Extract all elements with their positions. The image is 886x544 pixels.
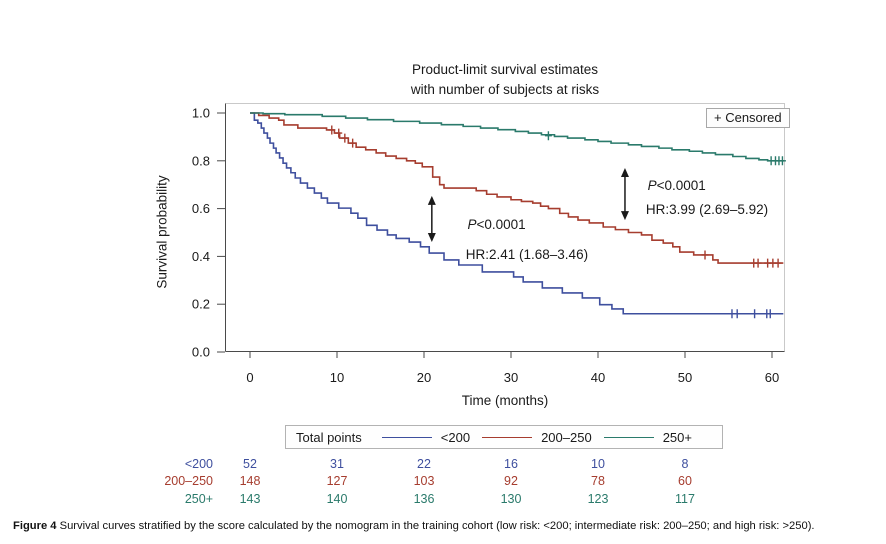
legend-entry-label: 250+ bbox=[662, 429, 692, 445]
legend-entry-200to250: 200–250 bbox=[482, 430, 592, 445]
censor-mark-200to250 bbox=[774, 258, 782, 268]
risk-count: 60 bbox=[678, 474, 692, 489]
x-tick-label: 40 bbox=[591, 370, 605, 385]
censor-mark-lt200 bbox=[766, 309, 774, 319]
risk-count: 8 bbox=[681, 457, 689, 471]
risk-count: 10 bbox=[591, 457, 605, 471]
risk-count: 127 bbox=[326, 474, 348, 489]
x-axis-label: Time (months) bbox=[461, 393, 549, 408]
caption-label: Figure 4 bbox=[13, 520, 57, 532]
legend-entry-lt200: <200 bbox=[381, 429, 471, 445]
censor-mark-200to250 bbox=[701, 250, 709, 260]
annotation-text: HR:3.99 (2.69–5.92) bbox=[646, 202, 768, 217]
censor-mark-gt250 bbox=[544, 131, 552, 141]
censored-legend: + Censored bbox=[706, 108, 790, 128]
survival-curve-gt250 bbox=[250, 112, 785, 162]
risk-count: 117 bbox=[675, 491, 695, 506]
legend-entry-label: <200 bbox=[440, 429, 471, 445]
plot-axes bbox=[225, 103, 785, 352]
total-points-legend: Total points <200 200–250 250+ bbox=[285, 425, 723, 449]
annotation-text: HR:2.41 (1.68–3.46) bbox=[466, 247, 588, 262]
risk-count: 52 bbox=[243, 457, 257, 471]
censor-mark-200to250 bbox=[335, 128, 343, 138]
legend-line-swatch bbox=[482, 436, 533, 438]
chart-title: Product-limit survival estimates with nu… bbox=[225, 60, 785, 100]
chart-title-line1: Product-limit survival estimates bbox=[411, 62, 599, 77]
censor-mark-lt200 bbox=[751, 309, 759, 319]
y-tick-label: 0.6 bbox=[192, 201, 210, 216]
risk-count: 136 bbox=[413, 491, 435, 506]
annotation-text: P<0.0001 bbox=[648, 178, 706, 193]
risk-count: 143 bbox=[239, 491, 261, 506]
risk-count: 103 bbox=[413, 474, 435, 489]
censor-mark-200to250 bbox=[328, 125, 336, 135]
legend-title: Total points bbox=[296, 429, 362, 445]
legend-line-swatch bbox=[603, 436, 654, 438]
risk-count: 92 bbox=[504, 474, 518, 489]
y-tick-label: 0.4 bbox=[192, 249, 210, 264]
risk-count: 123 bbox=[587, 491, 609, 506]
legend-line-swatch bbox=[381, 436, 432, 438]
risk-count: 130 bbox=[500, 491, 522, 506]
risk-row-label: 250+ bbox=[184, 491, 213, 506]
legend-entries: <200 200–250 250+ bbox=[381, 429, 704, 445]
risk-row-label: 200–250 bbox=[164, 474, 213, 489]
x-tick-label: 20 bbox=[417, 370, 431, 385]
risk-count: 148 bbox=[239, 474, 261, 489]
x-tick-label: 60 bbox=[765, 370, 779, 385]
y-tick-label: 0.2 bbox=[192, 297, 210, 312]
x-tick-label: 0 bbox=[246, 370, 253, 385]
plot-frame bbox=[225, 103, 785, 352]
risk-count: 22 bbox=[417, 457, 431, 471]
risk-count: 140 bbox=[326, 491, 348, 506]
risk-count: 16 bbox=[504, 457, 518, 471]
y-tick-label: 0.0 bbox=[192, 345, 210, 360]
risk-count: 31 bbox=[330, 457, 344, 471]
censor-mark-lt200 bbox=[733, 309, 741, 319]
censor-mark-200to250 bbox=[349, 138, 357, 148]
arrow-head-up bbox=[620, 167, 629, 177]
y-tick-label: 1.0 bbox=[192, 106, 210, 121]
annotation-text: P<0.0001 bbox=[468, 217, 526, 232]
y-axis-label: Survival probability bbox=[154, 175, 170, 289]
x-tick-label: 50 bbox=[678, 370, 692, 385]
caption-text: Survival curves stratified by the score … bbox=[56, 520, 815, 532]
censor-mark-gt250 bbox=[778, 156, 786, 166]
legend-entry-gt250: 250+ bbox=[603, 429, 692, 445]
survival-curve-lt200 bbox=[250, 112, 784, 315]
figure-caption: Figure 4 Survival curves stratified by t… bbox=[13, 520, 877, 532]
arrow-head-down bbox=[427, 233, 436, 243]
arrow-head-down bbox=[620, 211, 629, 221]
risk-count: 78 bbox=[591, 474, 605, 489]
chart-title-line2: with number of subjects at risks bbox=[410, 82, 600, 97]
x-tick-label: 10 bbox=[330, 370, 344, 385]
censor-mark-200to250 bbox=[754, 258, 762, 268]
arrow-head-up bbox=[427, 195, 436, 205]
censor-mark-200to250 bbox=[341, 133, 349, 143]
x-tick-label: 30 bbox=[504, 370, 518, 385]
legend-entry-label: 200–250 bbox=[541, 429, 592, 445]
y-tick-label: 0.8 bbox=[192, 153, 210, 168]
risk-row-label: <200 bbox=[184, 457, 213, 471]
